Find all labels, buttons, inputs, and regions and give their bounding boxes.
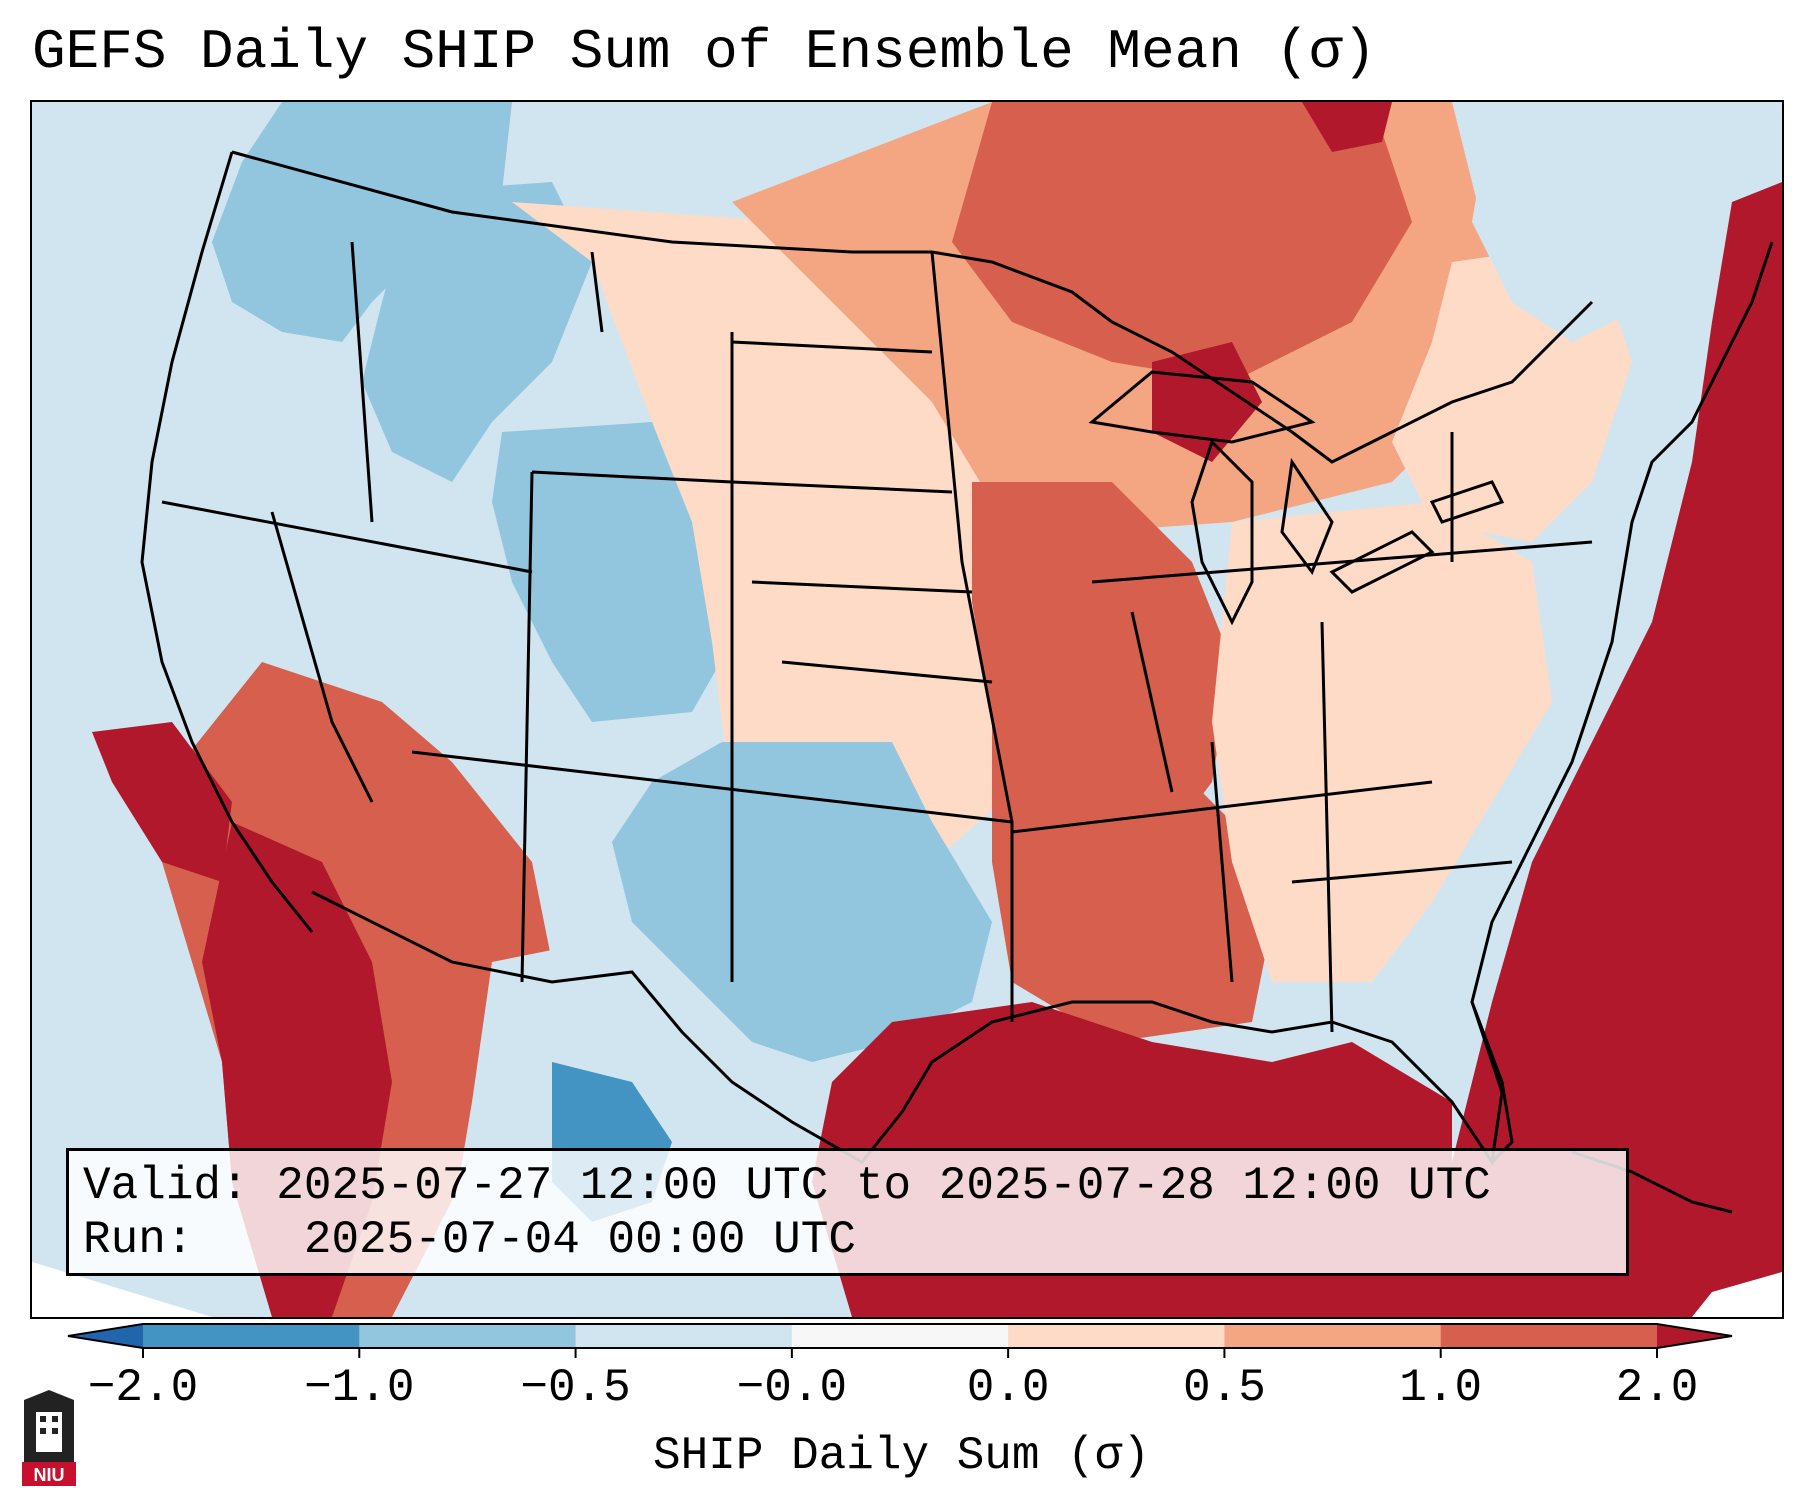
colorbar-label: SHIP Daily Sum (σ): [653, 1430, 1150, 1482]
region-canada-east: [1472, 102, 1732, 342]
region-lakes-dark: [1152, 342, 1262, 462]
run-value: 2025-07-04 00:00 UTC: [303, 1214, 856, 1266]
lake-huron: [1280, 457, 1334, 576]
chart-title: GEFS Daily SHIP Sum of Ensemble Mean (σ): [32, 20, 1377, 84]
state-line-10: [751, 580, 973, 594]
state-line-13: [1011, 780, 1433, 834]
colorbar-segment: [575, 1324, 793, 1348]
region-arkansas-south: [992, 722, 1272, 1042]
pacific-coast: [140, 151, 314, 933]
valid-label: Valid:: [83, 1160, 249, 1212]
colorbar: [67, 1323, 1733, 1358]
state-line-19: [1291, 860, 1513, 884]
us-canada-border: [231, 150, 1594, 464]
region-idaho-montana: [362, 182, 592, 482]
region-california-coast: [92, 722, 232, 882]
lake-erie: [1329, 530, 1435, 594]
state-line-8: [731, 340, 933, 354]
region-ontario: [952, 102, 1412, 382]
colorbar-tick-label: −0.0: [736, 1362, 848, 1414]
validity-info-box: Valid: 2025-07-27 12:00 UTC to 2025-07-2…: [66, 1148, 1629, 1276]
state-line-2: [161, 500, 533, 574]
svg-text:NIU: NIU: [34, 1465, 65, 1485]
lake-superior: [1088, 370, 1316, 444]
state-line-14: [1210, 741, 1234, 983]
colorbar-tick-label: −0.5: [520, 1362, 631, 1414]
colorbar-tick-label: 0.5: [1183, 1362, 1266, 1414]
colorbar-tick-label: −1.0: [304, 1362, 415, 1414]
region-wyoming-colorado: [492, 422, 732, 722]
region-texas: [612, 742, 992, 1062]
ship-anomaly-map: [32, 102, 1782, 1317]
state-line-12: [930, 251, 1014, 1022]
colorbar-segment: [1008, 1324, 1225, 1348]
state-line-16: [1091, 540, 1593, 584]
lake-michigan: [1190, 439, 1254, 626]
colorbar-tick-label: −2.0: [87, 1362, 199, 1414]
colorbar-tick-label: 0.0: [966, 1362, 1050, 1414]
colorbar-tick-label: 1.0: [1399, 1362, 1483, 1414]
run-label: Run:: [83, 1214, 194, 1266]
state-line-6: [411, 750, 1013, 824]
state-line-7: [590, 251, 604, 333]
state-line-11: [781, 660, 993, 684]
state-line-20: [270, 511, 374, 803]
atlantic-coast: [1530, 241, 1774, 843]
projection-edge-right: [1692, 1272, 1782, 1317]
colorbar-extend-low: [68, 1324, 143, 1348]
region-plains: [512, 202, 1012, 862]
state-line-4: [531, 470, 733, 484]
region-hudson-dark: [1302, 102, 1392, 152]
colorbar-segment: [1224, 1324, 1442, 1348]
colorbar-segment: [791, 1324, 1009, 1348]
state-line-3: [520, 471, 534, 983]
valid-value: 2025-07-27 12:00 UTC to 2025-07-28 12:00…: [276, 1160, 1491, 1212]
region-northwest: [212, 102, 512, 342]
map-panel: [30, 100, 1784, 1319]
state-line-17: [1130, 611, 1174, 793]
colorbar-tick-labels: −2.0 −1.0 −0.5 −0.0 0.0 0.5 1.0 2.0: [0, 1362, 1803, 1422]
colorbar-extend-high: [1657, 1324, 1732, 1348]
state-line-9: [731, 480, 953, 494]
colorbar-segment: [143, 1324, 360, 1348]
colorbar-segment: [359, 1324, 577, 1348]
state-line-15: [1320, 621, 1334, 1033]
colorbar-segment: [1440, 1324, 1658, 1348]
colorbar-tick-label: 2.0: [1615, 1362, 1699, 1414]
region-atlantic: [1432, 182, 1782, 1317]
state-line-1: [350, 241, 374, 523]
lake-ontario: [1429, 480, 1505, 524]
niu-logo: NIU: [22, 1390, 76, 1486]
region-southeast: [1212, 502, 1552, 982]
